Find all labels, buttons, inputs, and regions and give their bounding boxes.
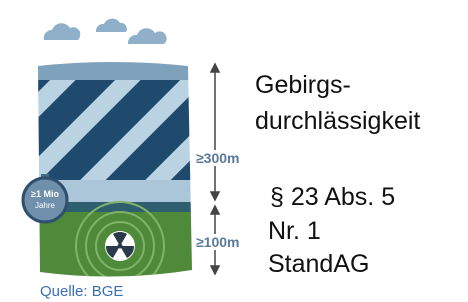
source: Quelle: BGE xyxy=(40,283,123,300)
timer-line2: Jahre xyxy=(35,201,56,210)
depth-upper: ≥300m xyxy=(196,150,240,166)
depth-lower: ≥100m xyxy=(196,234,240,250)
clouds xyxy=(44,19,167,44)
law-line1: § 23 Abs. 5 xyxy=(270,183,395,211)
heading-line1: Gebirgs- xyxy=(255,71,351,99)
timer-line1: ≥1 Mio xyxy=(31,189,59,199)
heading-line2: durchlässigkeit xyxy=(255,107,420,135)
law-line2: Nr. 1 xyxy=(268,217,321,245)
law-line3: StandAG xyxy=(268,250,369,278)
radiation-symbol xyxy=(105,231,135,261)
infographic: ≥1 Mio Jahre ≥300m ≥100m Gebirgs- durchl… xyxy=(0,0,468,302)
